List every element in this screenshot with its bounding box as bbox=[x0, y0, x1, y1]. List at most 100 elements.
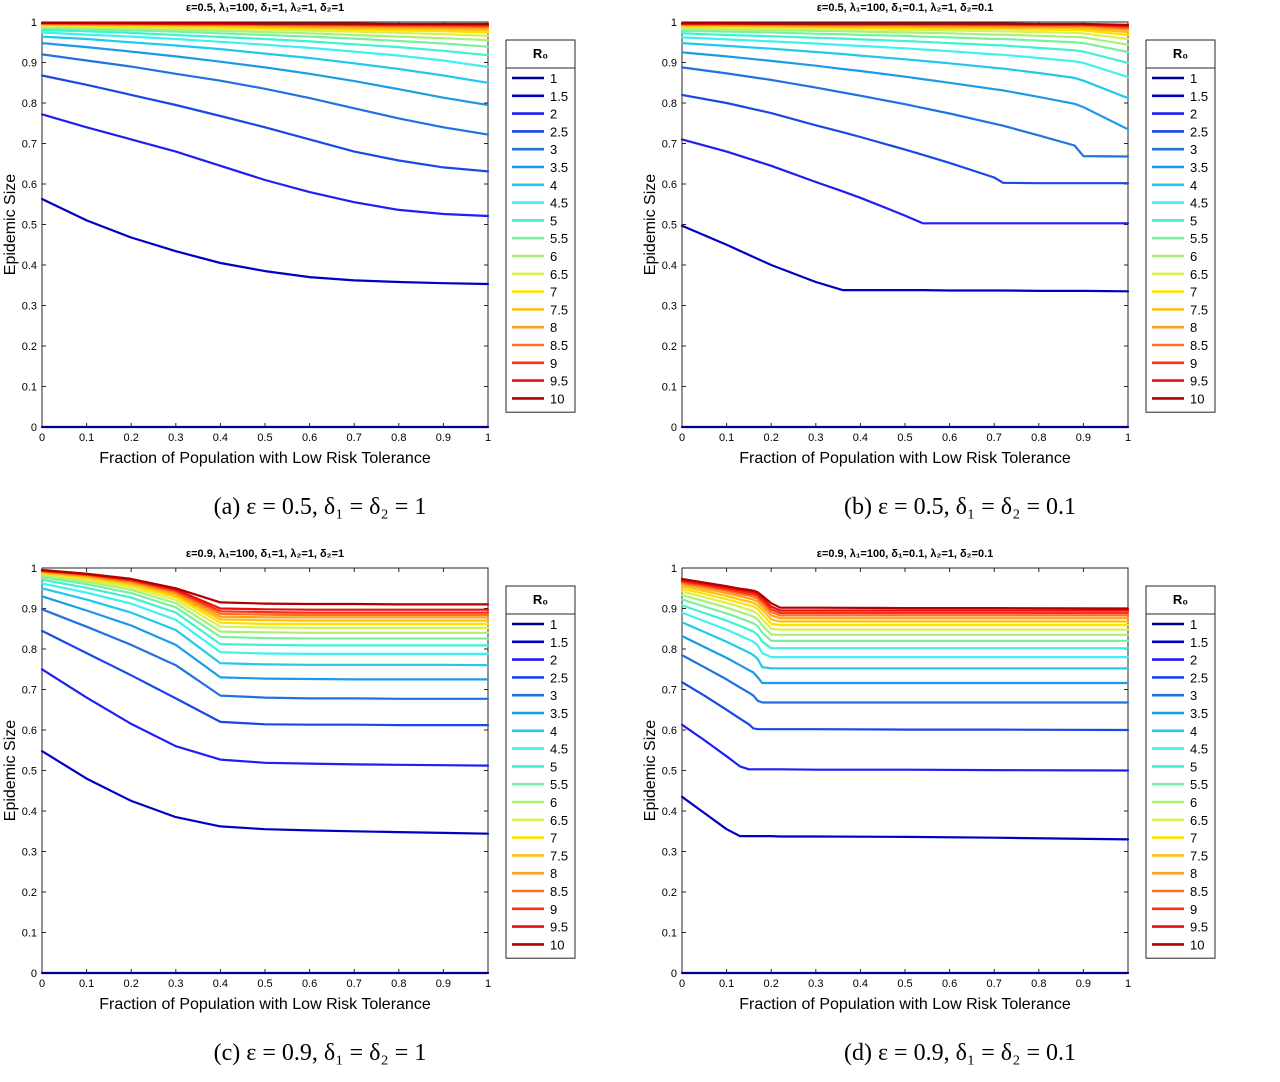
legend-entry: 3 bbox=[550, 142, 557, 157]
legend-entry: 5.5 bbox=[1190, 777, 1208, 792]
plot-area bbox=[41, 21, 489, 428]
legend-entry: 7.5 bbox=[1190, 848, 1208, 863]
x-tick-label: 0.8 bbox=[1031, 432, 1046, 444]
y-tick-label: 0 bbox=[671, 422, 677, 434]
x-tick-label: 0.7 bbox=[347, 978, 362, 990]
legend-entry: 9 bbox=[550, 902, 557, 917]
x-tick-label: 0.3 bbox=[808, 978, 823, 990]
series-line-9 bbox=[680, 580, 1130, 615]
series-line-3 bbox=[40, 608, 490, 700]
legend-entry: 1 bbox=[1190, 71, 1197, 86]
series-line-5.5 bbox=[680, 598, 1130, 643]
legend-entry: 6.5 bbox=[550, 267, 568, 282]
y-tick-label: 0 bbox=[671, 968, 677, 980]
legend-entry: 9 bbox=[1190, 902, 1197, 917]
y-tick-label: 0.6 bbox=[22, 179, 37, 191]
series-line-2 bbox=[680, 138, 1130, 225]
series-line-3.5 bbox=[680, 634, 1130, 685]
legend-entry: 5 bbox=[550, 213, 557, 228]
legend-entry: 4.5 bbox=[1190, 196, 1208, 211]
x-tick-label: 0.8 bbox=[1031, 978, 1046, 990]
x-tick-label: 0.3 bbox=[168, 978, 183, 990]
legend-entry: 4.5 bbox=[550, 742, 568, 757]
series-line-9.5 bbox=[680, 579, 1130, 612]
x-axis-label: Fraction of Population with Low Risk Tol… bbox=[739, 996, 1071, 1013]
legend-entry: 8 bbox=[1190, 866, 1197, 881]
x-tick-label: 1 bbox=[485, 978, 491, 990]
legend-entry: 1.5 bbox=[1190, 89, 1208, 104]
x-tick-label: 0.1 bbox=[79, 432, 94, 444]
y-tick-label: 0.1 bbox=[22, 382, 37, 394]
caption-d: (d) ε = 0.9, δ₁ = δ₂ = 0.1 bbox=[843, 1040, 1077, 1066]
legend-box bbox=[1145, 585, 1216, 959]
y-tick-label: 0.2 bbox=[662, 341, 677, 353]
legend-entry: 8.5 bbox=[1190, 338, 1208, 353]
x-tick-label: 0.4 bbox=[853, 432, 868, 444]
legend-entry: 8.5 bbox=[550, 884, 568, 899]
series-line-4 bbox=[40, 587, 490, 667]
legend-entry: 4 bbox=[550, 178, 557, 193]
legend-title: R₀ bbox=[533, 46, 548, 61]
y-tick-label: 0.6 bbox=[22, 725, 37, 737]
legend-entry: 2 bbox=[1190, 107, 1197, 122]
legend-entry: 2 bbox=[550, 653, 557, 668]
series-line-8 bbox=[680, 583, 1130, 620]
x-tick-label: 1 bbox=[1125, 978, 1131, 990]
y-tick-label: 0.9 bbox=[22, 604, 37, 616]
y-tick-label: 0.5 bbox=[22, 766, 37, 778]
legend-entry: 1.5 bbox=[550, 89, 568, 104]
x-tick-label: 0.4 bbox=[213, 978, 228, 990]
y-tick-label: 0.7 bbox=[662, 139, 677, 151]
series-line-5 bbox=[40, 29, 490, 57]
x-tick-label: 0.9 bbox=[1076, 978, 1091, 990]
chart-title: ε=0.5, λ₁=100, δ₁=1, λ₂=1, δ₂=1 bbox=[186, 2, 344, 14]
legend-entry: 10 bbox=[1190, 937, 1204, 952]
chart-title: ε=0.9, λ₁=100, δ₁=0.1, λ₂=1, δ₂=0.1 bbox=[817, 548, 994, 560]
x-tick-label: 0 bbox=[679, 978, 685, 990]
x-tick-label: 0.2 bbox=[124, 978, 139, 990]
series-line-2.5 bbox=[40, 74, 490, 173]
x-tick-label: 0.2 bbox=[764, 978, 779, 990]
legend-entry: 4 bbox=[1190, 178, 1197, 193]
x-tick-label: 0.5 bbox=[897, 978, 912, 990]
series-line-7.5 bbox=[40, 571, 490, 622]
legend-entry: 1 bbox=[550, 617, 557, 632]
legend-entry: 6 bbox=[550, 249, 557, 264]
legend-entry: 8 bbox=[550, 320, 557, 335]
series-line-1.5 bbox=[40, 750, 490, 835]
series-line-1.5 bbox=[680, 224, 1130, 293]
series-line-1.5 bbox=[40, 197, 490, 286]
y-tick-label: 1 bbox=[671, 563, 677, 575]
y-tick-label: 0.2 bbox=[22, 887, 37, 899]
x-tick-label: 0.1 bbox=[79, 978, 94, 990]
series-line-2 bbox=[680, 723, 1130, 772]
series-line-3 bbox=[680, 653, 1130, 704]
legend-entry: 9.5 bbox=[550, 920, 568, 935]
x-tick-label: 0.9 bbox=[436, 432, 451, 444]
chart-b: ε=0.5, λ₁=100, δ₁=0.1, λ₂=1, δ₂=0.1 0 0.1 0… bbox=[642, 2, 1216, 467]
x-tick-label: 0.2 bbox=[124, 432, 139, 444]
x-tick-label: 0.6 bbox=[302, 432, 317, 444]
legend-entry: 7 bbox=[550, 285, 557, 300]
series-line-5.5 bbox=[680, 29, 1130, 54]
series-line-5.5 bbox=[40, 27, 490, 48]
legend-entry: 3.5 bbox=[550, 160, 568, 175]
y-tick-label: 0.8 bbox=[22, 644, 37, 656]
legend-entry: 7.5 bbox=[550, 848, 568, 863]
chart-a: ε=0.5, λ₁=100, δ₁=1, λ₂=1, δ₂=1 0 0.1 0.2 0.… bbox=[2, 2, 576, 467]
x-tick-label: 0.3 bbox=[808, 432, 823, 444]
x-tick-label: 0.5 bbox=[897, 432, 912, 444]
series-line-3.5 bbox=[680, 51, 1130, 131]
y-tick-label: 0.7 bbox=[22, 685, 37, 697]
y-axis-label: Epidemic Size bbox=[642, 720, 659, 821]
legend-entry: 2.5 bbox=[550, 124, 568, 139]
y-axis-label: Epidemic Size bbox=[2, 720, 19, 821]
y-tick-label: 0.3 bbox=[22, 847, 37, 859]
legend-entry: 6.5 bbox=[1190, 267, 1208, 282]
series-line-6 bbox=[40, 25, 490, 42]
series-line-7 bbox=[40, 572, 490, 626]
series-line-6.5 bbox=[40, 573, 490, 630]
series-line-5.5 bbox=[40, 576, 490, 640]
y-axis-label: Epidemic Size bbox=[2, 174, 19, 275]
y-tick-label: 0.9 bbox=[662, 58, 677, 70]
